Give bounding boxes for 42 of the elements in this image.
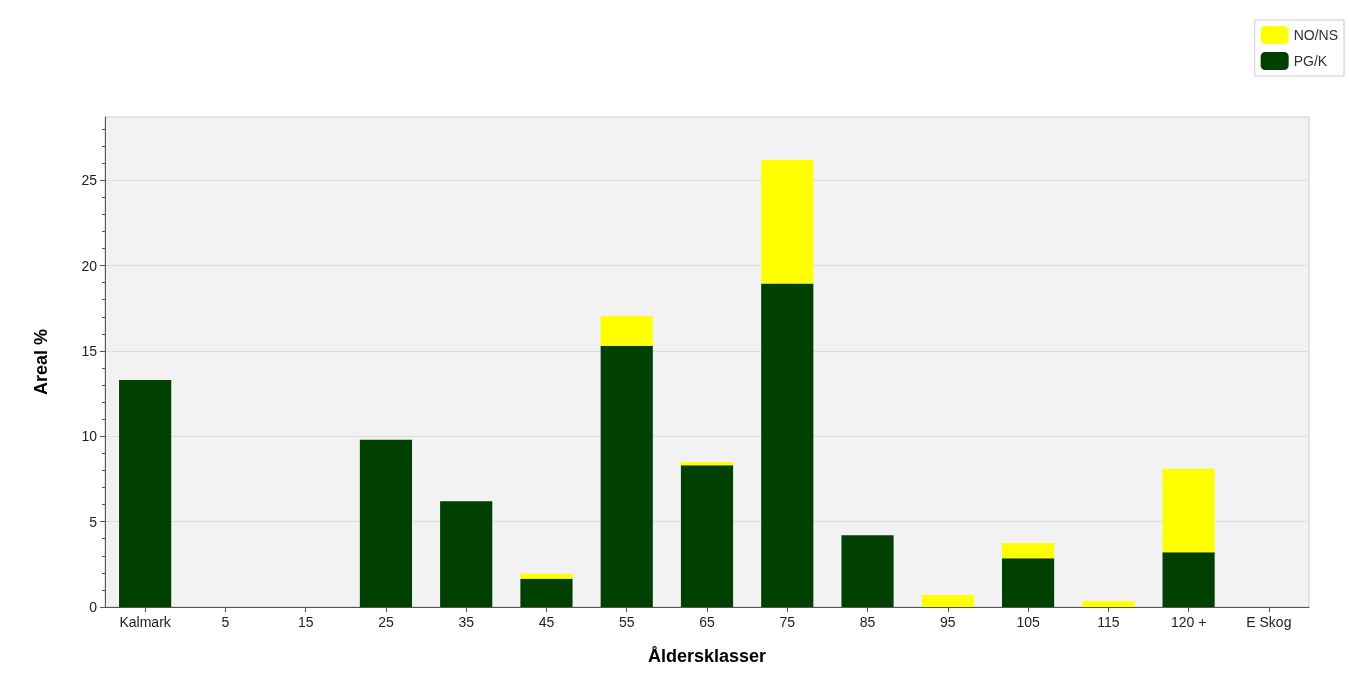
bar <box>761 283 814 607</box>
x-tick-label: 5 <box>221 614 230 630</box>
y-tick-label: 20 <box>81 257 98 274</box>
x-tick-label: E Skog <box>1246 614 1292 630</box>
x-tick-label: 95 <box>940 614 956 630</box>
x-tick-label: 75 <box>779 614 796 630</box>
y-tick-label: 5 <box>89 513 98 530</box>
bar <box>520 573 573 579</box>
bar <box>600 315 653 346</box>
bar <box>600 345 653 607</box>
x-tick-label: 45 <box>538 614 555 630</box>
bar <box>841 535 894 607</box>
x-tick-label: 105 <box>1016 614 1040 630</box>
x-tick-label: 120 + <box>1170 614 1207 630</box>
x-tick-label: 55 <box>618 614 635 630</box>
x-tick-label: Kalmark <box>119 614 172 630</box>
y-tick-label: 15 <box>81 342 98 359</box>
y-tick-label: 10 <box>81 428 98 445</box>
x-tick-label: 115 <box>1097 614 1120 630</box>
bar <box>1001 558 1055 607</box>
x-tick-label: 65 <box>699 614 715 630</box>
y-tick-label: 0 <box>89 599 98 615</box>
y-axis-title: Areal % <box>31 328 51 396</box>
bar <box>680 465 734 607</box>
bar <box>761 159 814 284</box>
bar <box>359 439 413 607</box>
bar <box>921 595 974 607</box>
legend-label: NO/NS <box>1293 27 1339 43</box>
bar <box>1162 468 1215 553</box>
x-tick-label: 35 <box>458 614 475 630</box>
x-tick-label: 15 <box>297 614 314 630</box>
legend-label: PG/K <box>1293 53 1328 69</box>
x-tick-label: 25 <box>378 614 394 630</box>
bar <box>119 379 172 607</box>
bar <box>1001 542 1055 559</box>
x-axis-title: Åldersklasser <box>647 646 767 666</box>
bar <box>520 578 573 607</box>
x-tick-label: 85 <box>859 614 876 630</box>
bar <box>440 501 493 607</box>
bar <box>1162 552 1215 607</box>
bar <box>1082 601 1135 607</box>
y-tick-label: 25 <box>81 172 98 189</box>
